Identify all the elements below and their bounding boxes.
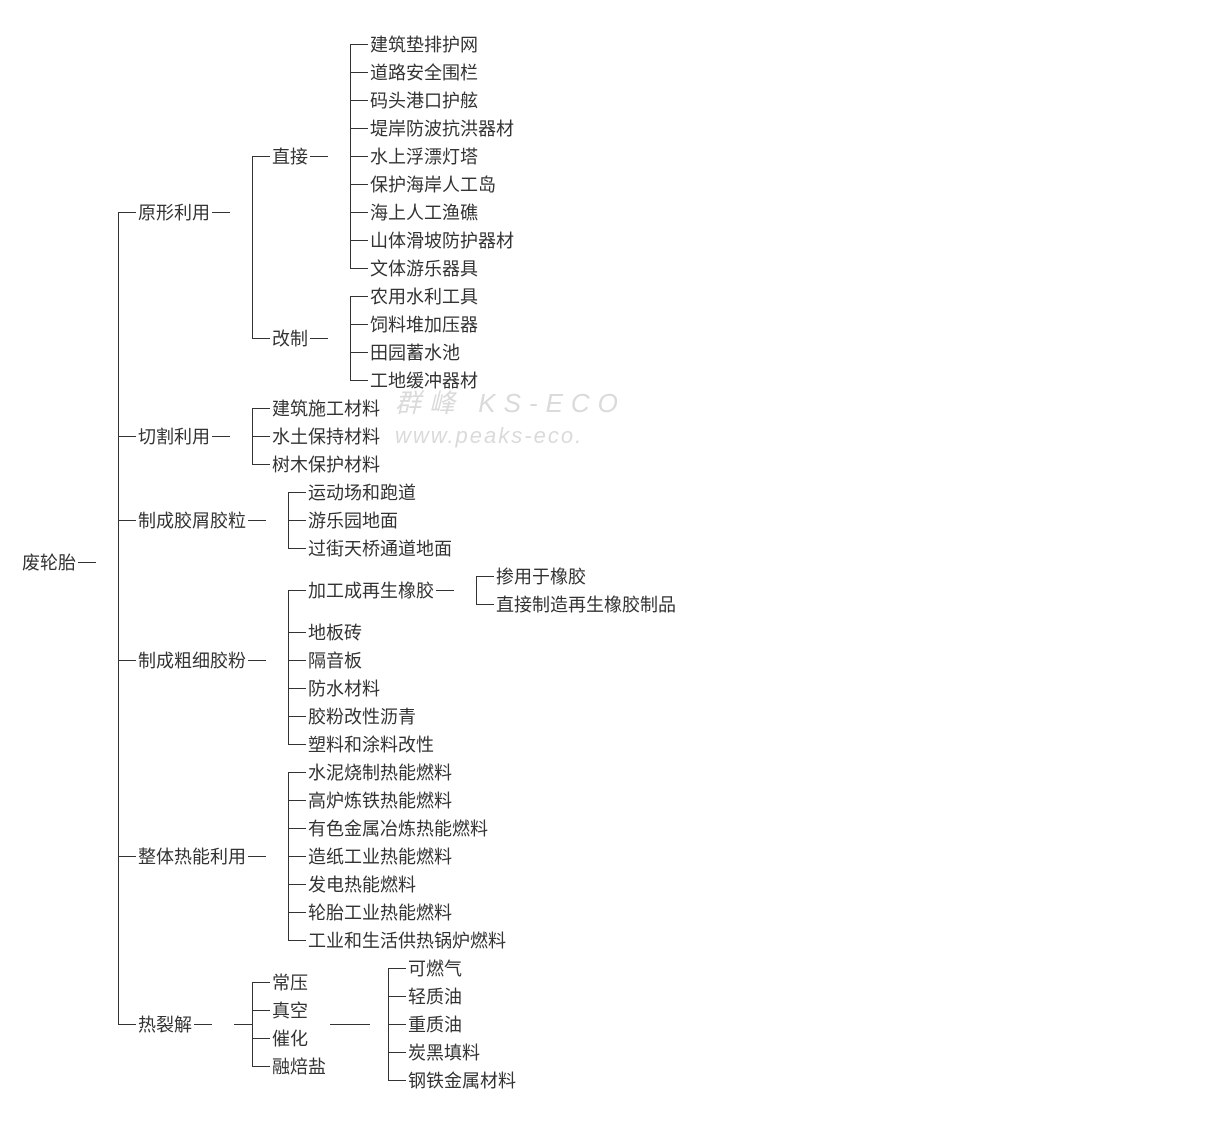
tree-leaf: 水泥烧制热能燃料: [306, 758, 456, 786]
tree-leaf: 炭黑填料: [406, 1038, 484, 1066]
tree-leaf: 造纸工业热能燃料: [306, 842, 456, 870]
tree-node: 制成胶屑胶粒: [136, 506, 270, 534]
tree-root-node: 废轮胎: [20, 548, 100, 576]
tree-leaf: 饲料堆加压器: [368, 310, 482, 338]
tree-leaf: 田园蓄水池: [368, 338, 464, 366]
tree-node: 制成粗细胶粉: [136, 646, 270, 674]
tree-diagram: 废轮胎 原形利用 直接 建筑垫排护网道路安全围栏码头港口护舷堤岸防波抗洪器材水上浮漂灯…: [20, 30, 1194, 1094]
tree-leaf: 山体滑坡防护器材: [368, 226, 518, 254]
tree-node: 直接: [270, 142, 332, 170]
tree-leaf: 塑料和涂料改性: [306, 730, 438, 758]
tree-node: 改制: [270, 324, 332, 352]
tree-node: 切割利用: [136, 422, 234, 450]
tree-leaf: 重质油: [406, 1010, 466, 1038]
tree-leaf: 建筑施工材料: [270, 394, 384, 422]
tree-leaf: 胶粉改性沥青: [306, 702, 420, 730]
tree-leaf: 建筑垫排护网: [368, 30, 482, 58]
group-item: 真空: [270, 996, 312, 1024]
tree-leaf: 有色金属冶炼热能燃料: [306, 814, 492, 842]
tree-leaf: 防水材料: [306, 674, 384, 702]
tree-leaf: 运动场和跑道: [306, 478, 420, 506]
tree-leaf: 直接制造再生橡胶制品: [494, 590, 680, 618]
tree-node: 加工成再生橡胶: [306, 576, 458, 604]
tree-leaf: 过街天桥通道地面: [306, 534, 456, 562]
tree-leaf: 可燃气: [406, 954, 466, 982]
tree-leaf: 文体游乐器具: [368, 254, 482, 282]
tree-leaf: 隔音板: [306, 646, 366, 674]
group-item: 融焙盐: [270, 1052, 330, 1080]
tree-leaf: 码头港口护舷: [368, 86, 482, 114]
tree-leaf: 地板砖: [306, 618, 366, 646]
tree-leaf: 堤岸防波抗洪器材: [368, 114, 518, 142]
tree-node: 热裂解: [136, 1010, 216, 1038]
tree-leaf: 水上浮漂灯塔: [368, 142, 482, 170]
group-item: 常压: [270, 968, 312, 996]
tree-leaf: 工业和生活供热锅炉燃料: [306, 926, 510, 954]
tree-leaf: 高炉炼铁热能燃料: [306, 786, 456, 814]
group-item: 催化: [270, 1024, 312, 1052]
tree-leaf: 海上人工渔礁: [368, 198, 482, 226]
tree-leaf: 轮胎工业热能燃料: [306, 898, 456, 926]
tree-leaf: 保护海岸人工岛: [368, 170, 500, 198]
tree-leaf: 树木保护材料: [270, 450, 384, 478]
tree-leaf: 道路安全围栏: [368, 58, 482, 86]
tree-leaf: 发电热能燃料: [306, 870, 420, 898]
tree-node: 原形利用: [136, 198, 234, 226]
tree-leaf: 游乐园地面: [306, 506, 402, 534]
tree-leaf: 农用水利工具: [368, 282, 482, 310]
tree-leaf: 掺用于橡胶: [494, 562, 590, 590]
tree-leaf: 轻质油: [406, 982, 466, 1010]
tree-leaf: 工地缓冲器材: [368, 366, 482, 394]
tree-node: 整体热能利用: [136, 842, 270, 870]
tree-leaf: 水土保持材料: [270, 422, 384, 450]
tree-leaf: 钢铁金属材料: [406, 1066, 520, 1094]
